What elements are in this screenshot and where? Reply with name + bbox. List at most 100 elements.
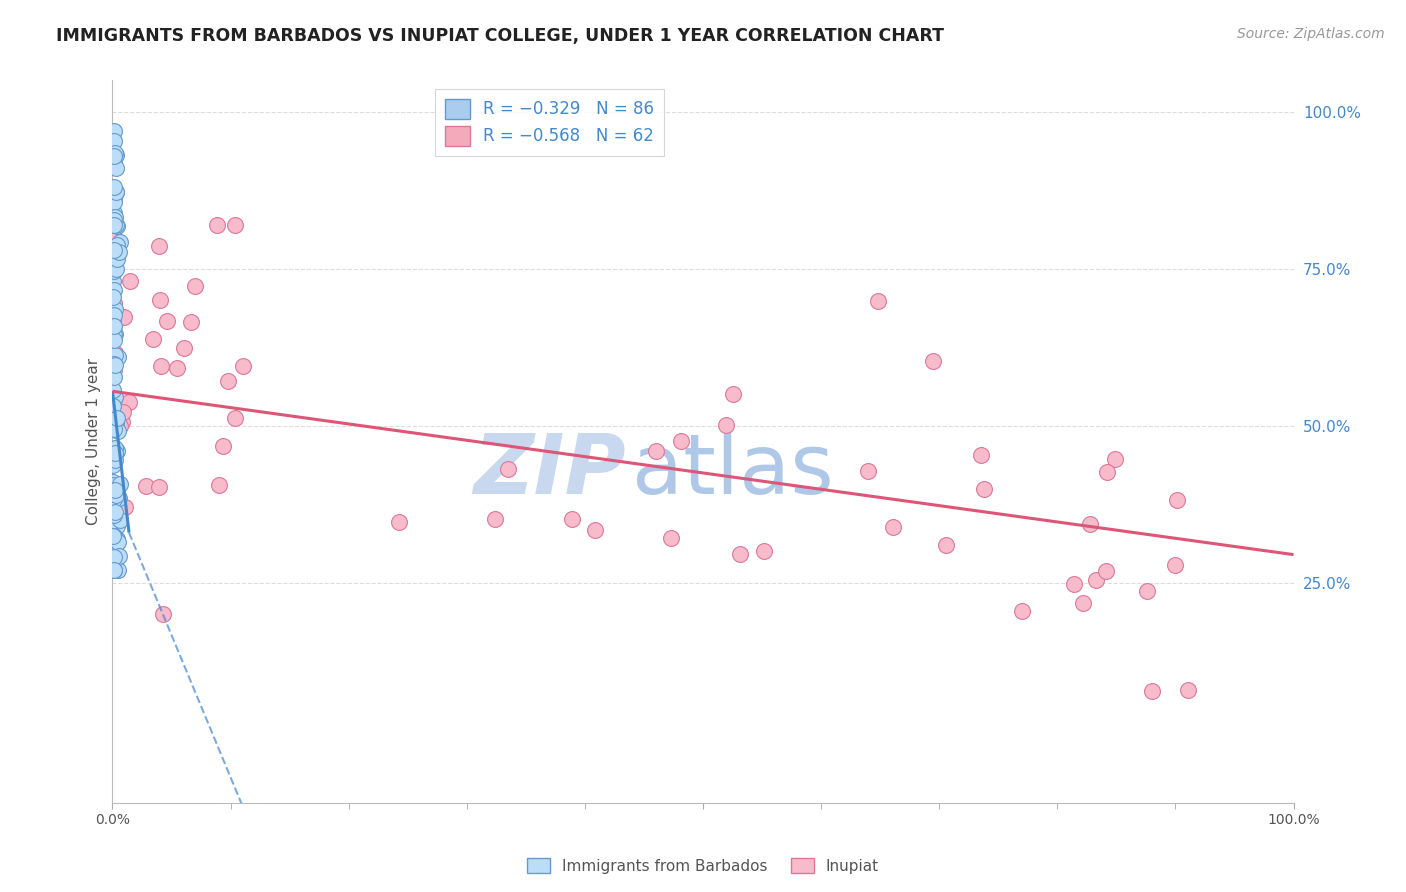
Legend: R = −0.329   N = 86, R = −0.568   N = 62: R = −0.329 N = 86, R = −0.568 N = 62: [434, 88, 664, 156]
Point: [104, 345, 127, 359]
Point: [103, 452, 125, 467]
Point: [103, 553, 125, 567]
Point: [103, 563, 125, 577]
Point: [921, 354, 943, 368]
Point: [107, 491, 129, 505]
Point: [104, 145, 127, 160]
Point: [103, 415, 125, 429]
Point: [104, 219, 127, 233]
Point: [935, 538, 957, 552]
Point: [104, 210, 127, 224]
Point: [103, 418, 125, 433]
Point: [103, 296, 125, 310]
Point: [101, 515, 124, 529]
Point: [388, 515, 411, 529]
Point: [103, 563, 125, 577]
Point: [1095, 465, 1118, 479]
Point: [103, 218, 125, 232]
Point: [103, 134, 125, 148]
Point: [103, 216, 125, 230]
Point: [105, 219, 128, 233]
Point: [135, 479, 157, 493]
Point: [141, 332, 163, 346]
Point: [149, 293, 172, 308]
Point: [224, 218, 246, 232]
Point: [1071, 596, 1094, 610]
Point: [108, 419, 131, 434]
Point: [856, 464, 879, 478]
Point: [173, 341, 195, 355]
Point: [104, 391, 127, 405]
Point: [103, 149, 125, 163]
Point: [103, 492, 125, 507]
Point: [1104, 451, 1126, 466]
Point: [184, 278, 207, 293]
Point: [105, 444, 128, 458]
Point: [103, 506, 125, 520]
Point: [103, 156, 125, 170]
Point: [105, 442, 128, 457]
Point: [104, 147, 127, 161]
Point: [224, 411, 246, 425]
Point: [105, 238, 128, 252]
Point: [104, 326, 127, 341]
Point: [103, 458, 125, 472]
Point: [150, 359, 173, 373]
Point: [103, 206, 125, 220]
Point: [103, 192, 125, 206]
Text: ZIP: ZIP: [474, 430, 626, 511]
Point: [112, 310, 135, 325]
Point: [752, 544, 775, 558]
Point: [111, 415, 134, 429]
Point: [104, 442, 127, 456]
Point: [882, 520, 904, 534]
Point: [152, 607, 174, 621]
Point: [108, 235, 131, 249]
Point: [1085, 573, 1108, 587]
Point: [103, 549, 125, 564]
Point: [114, 500, 136, 514]
Point: [180, 315, 202, 329]
Point: [104, 453, 127, 467]
Point: [484, 512, 506, 526]
Point: [103, 333, 125, 347]
Point: [669, 434, 692, 449]
Point: [104, 184, 127, 198]
Point: [101, 399, 124, 413]
Point: [1166, 493, 1188, 508]
Point: [156, 314, 179, 328]
Point: [108, 491, 131, 505]
Point: [103, 308, 125, 322]
Point: [583, 523, 606, 537]
Point: [721, 387, 744, 401]
Point: [103, 357, 125, 371]
Point: [103, 230, 125, 244]
Point: [148, 239, 170, 253]
Point: [561, 512, 583, 526]
Point: [716, 417, 738, 432]
Point: [101, 529, 124, 543]
Point: [104, 560, 127, 574]
Point: [1080, 517, 1102, 532]
Point: [104, 261, 127, 276]
Point: [103, 274, 125, 288]
Point: [101, 475, 124, 489]
Point: [205, 218, 228, 232]
Point: [103, 290, 125, 304]
Point: [104, 483, 127, 497]
Point: [217, 374, 239, 388]
Point: [208, 478, 231, 492]
Point: [105, 410, 128, 425]
Point: [104, 348, 127, 362]
Point: [108, 549, 131, 564]
Point: [104, 508, 127, 522]
Point: [104, 186, 127, 200]
Point: [103, 422, 125, 436]
Legend: Immigrants from Barbados, Inupiat: Immigrants from Barbados, Inupiat: [522, 852, 884, 880]
Point: [101, 303, 124, 318]
Point: [103, 195, 125, 210]
Point: [105, 532, 128, 546]
Point: [659, 531, 682, 545]
Point: [103, 243, 125, 257]
Point: [104, 488, 127, 502]
